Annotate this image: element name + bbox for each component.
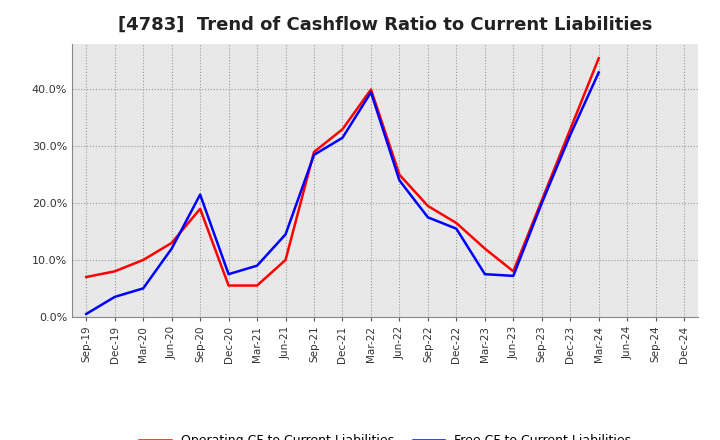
Free CF to Current Liabilities — [282, 232, 290, 237]
Operating CF to Current Liabilities — [225, 283, 233, 288]
Free CF to Current Liabilities — [395, 178, 404, 183]
Operating CF to Current Liabilities — [423, 203, 432, 209]
Free CF to Current Liabilities — [595, 70, 603, 75]
Operating CF to Current Liabilities — [167, 240, 176, 246]
Free CF to Current Liabilities — [310, 152, 318, 158]
Free CF to Current Liabilities — [566, 132, 575, 138]
Operating CF to Current Liabilities — [452, 220, 461, 226]
Free CF to Current Liabilities — [509, 273, 518, 279]
Operating CF to Current Liabilities — [480, 246, 489, 251]
Free CF to Current Liabilities — [423, 215, 432, 220]
Operating CF to Current Liabilities — [82, 275, 91, 280]
Legend: Operating CF to Current Liabilities, Free CF to Current Liabilities: Operating CF to Current Liabilities, Fre… — [135, 429, 636, 440]
Free CF to Current Liabilities — [366, 90, 375, 95]
Free CF to Current Liabilities — [452, 226, 461, 231]
Free CF to Current Liabilities — [139, 286, 148, 291]
Operating CF to Current Liabilities — [139, 257, 148, 263]
Operating CF to Current Liabilities — [595, 55, 603, 61]
Operating CF to Current Liabilities — [253, 283, 261, 288]
Free CF to Current Liabilities — [110, 294, 119, 300]
Free CF to Current Liabilities — [480, 271, 489, 277]
Line: Free CF to Current Liabilities: Free CF to Current Liabilities — [86, 73, 599, 314]
Free CF to Current Liabilities — [82, 312, 91, 317]
Operating CF to Current Liabilities — [395, 172, 404, 177]
Operating CF to Current Liabilities — [282, 257, 290, 263]
Line: Operating CF to Current Liabilities: Operating CF to Current Liabilities — [86, 58, 599, 286]
Free CF to Current Liabilities — [167, 246, 176, 251]
Operating CF to Current Liabilities — [110, 269, 119, 274]
Operating CF to Current Liabilities — [310, 149, 318, 154]
Operating CF to Current Liabilities — [566, 127, 575, 132]
Operating CF to Current Liabilities — [537, 198, 546, 203]
Operating CF to Current Liabilities — [196, 206, 204, 212]
Operating CF to Current Liabilities — [338, 127, 347, 132]
Free CF to Current Liabilities — [537, 201, 546, 206]
Title: [4783]  Trend of Cashflow Ratio to Current Liabilities: [4783] Trend of Cashflow Ratio to Curren… — [118, 16, 652, 34]
Free CF to Current Liabilities — [225, 271, 233, 277]
Free CF to Current Liabilities — [253, 263, 261, 268]
Operating CF to Current Liabilities — [509, 269, 518, 274]
Operating CF to Current Liabilities — [366, 87, 375, 92]
Free CF to Current Liabilities — [196, 192, 204, 197]
Free CF to Current Liabilities — [338, 135, 347, 140]
